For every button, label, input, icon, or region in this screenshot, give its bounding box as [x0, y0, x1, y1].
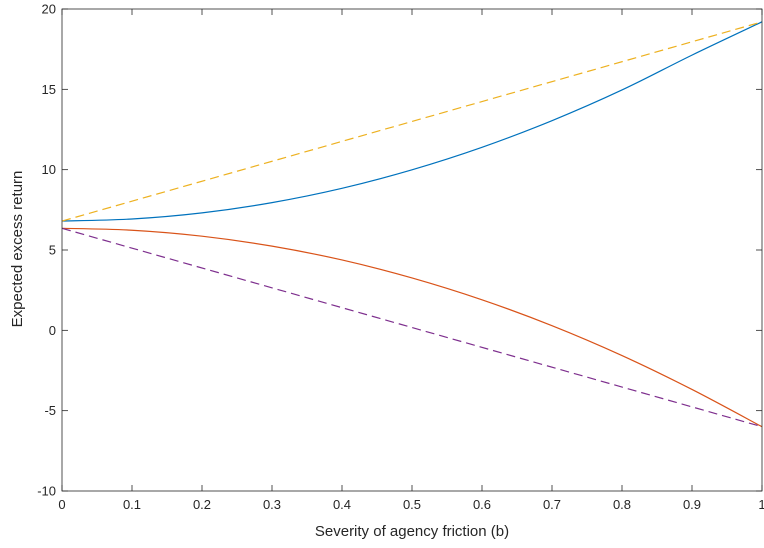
series-line-4-dashed [61, 227, 763, 428]
y-tick-label: -10 [37, 484, 56, 499]
x-tick-label: 0.2 [193, 497, 211, 512]
x-tick-label: 0.5 [403, 497, 421, 512]
x-tick-label: 0.6 [473, 497, 491, 512]
plot-area-frame [61, 8, 763, 492]
series-line-2-dashed [61, 21, 763, 222]
y-tick-label: 0 [49, 323, 56, 338]
x-tick-label: 0.4 [333, 497, 351, 512]
x-tick-label: 0.8 [613, 497, 631, 512]
x-tick-label: 0 [58, 497, 65, 512]
x-tick-label: 0.1 [123, 497, 141, 512]
x-tick-label: 0.7 [543, 497, 561, 512]
y-tick-label: 5 [49, 243, 56, 258]
x-axis-label: Severity of agency friction (b) [315, 523, 509, 540]
x-tick-label: 1 [758, 497, 764, 512]
y-axis-label: Expected excess return [9, 171, 26, 328]
x-tick-label: 0.9 [683, 497, 701, 512]
y-tick-label: 15 [42, 82, 56, 97]
series-line-1-solid [61, 21, 763, 222]
y-tick-label: -5 [44, 403, 56, 418]
series-layer [61, 21, 763, 428]
y-tick-label: 20 [42, 2, 56, 17]
x-tick-label: 0.3 [263, 497, 281, 512]
y-tick-label: 10 [42, 162, 56, 177]
axes: 0 0.1 0.2 0.3 0.4 0.5 0.6 0.7 0.8 0.9 1 -10 -5 0 5 10 15… [37, 2, 764, 513]
series-line-3-solid [61, 227, 763, 428]
